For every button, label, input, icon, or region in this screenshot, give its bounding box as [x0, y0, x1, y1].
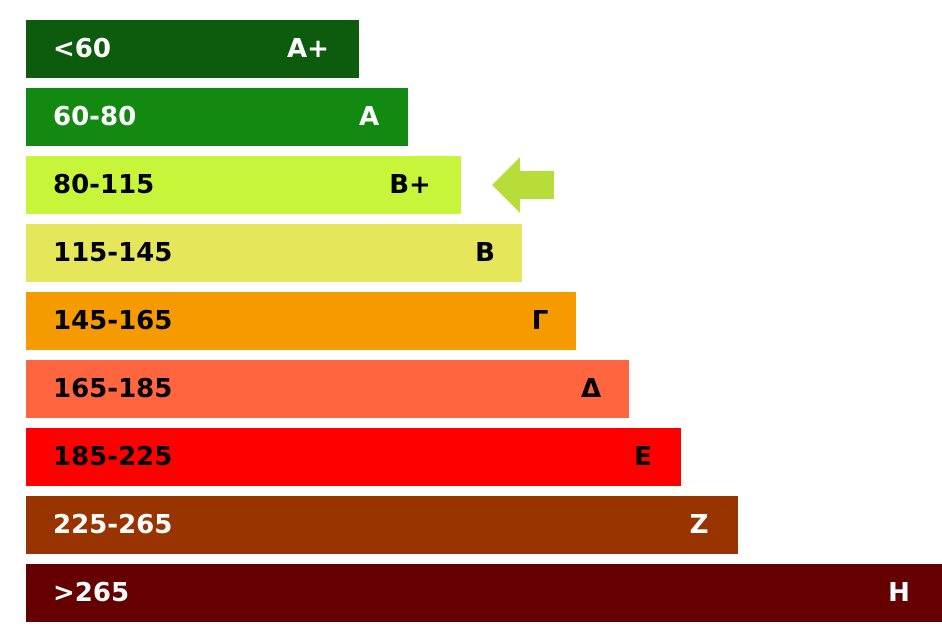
class-label: B [475, 238, 495, 268]
range-label: 185-225 [53, 442, 173, 472]
rating-bar-5: 145-165 Γ [26, 292, 576, 350]
class-label: E [634, 442, 652, 472]
rating-bar-8: 225-265 Z [26, 496, 738, 554]
class-label: Z [689, 510, 709, 540]
rating-bar-1: <60 A+ [26, 20, 359, 78]
range-label: 60-80 [53, 102, 137, 132]
rating-bar-6: 165-185 Δ [26, 360, 629, 418]
class-label: Δ [580, 374, 602, 404]
range-label: 115-145 [53, 238, 173, 268]
class-label: Γ [531, 306, 549, 336]
arrow-shape [492, 157, 554, 213]
range-label: 80-115 [53, 170, 155, 200]
class-label: B+ [389, 170, 431, 200]
class-label: A [358, 102, 380, 132]
range-label: 145-165 [53, 306, 173, 336]
rating-bar-4: 115-145 B [26, 224, 522, 282]
rating-bar-9: >265 H [26, 564, 942, 622]
range-label: <60 [53, 34, 111, 64]
range-label: 225-265 [53, 510, 173, 540]
range-label: 165-185 [53, 374, 173, 404]
rating-bar-7: 185-225 E [26, 428, 681, 486]
range-label: >265 [53, 578, 130, 608]
rating-indicator-arrow-icon [492, 157, 554, 213]
rating-bar-3: 80-115 B+ [26, 156, 461, 214]
rating-bar-2: 60-80 A [26, 88, 408, 146]
class-label: H [888, 578, 910, 608]
class-label: A+ [287, 34, 329, 64]
